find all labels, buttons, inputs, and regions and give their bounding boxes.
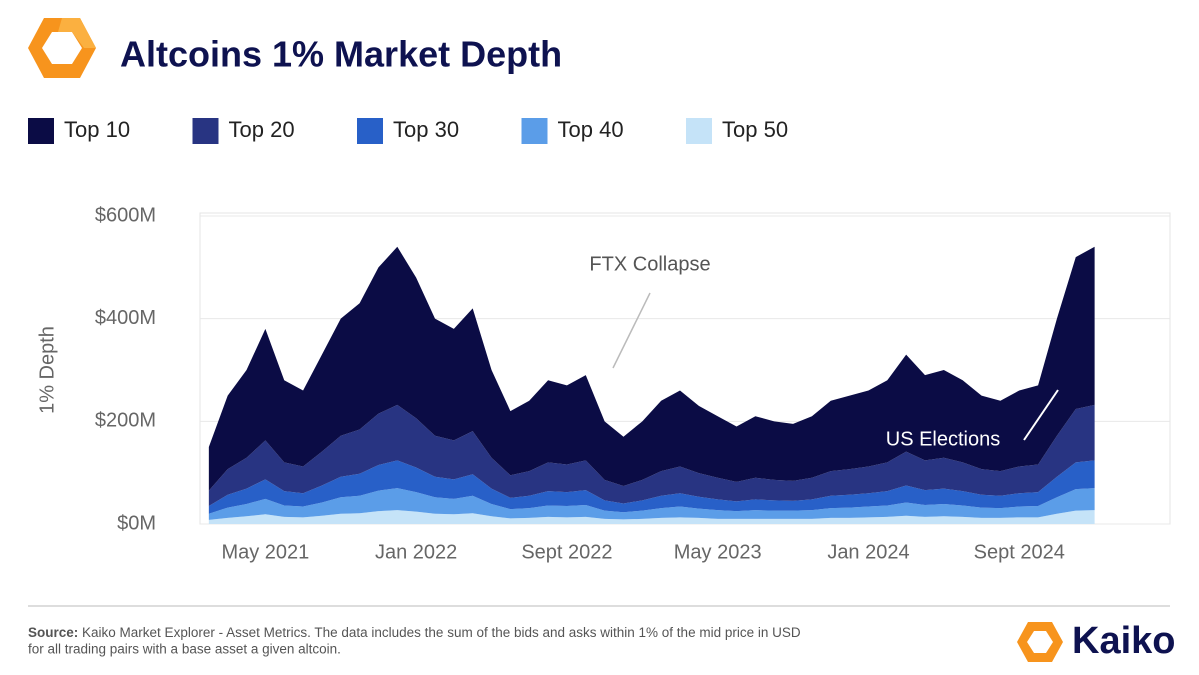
x-tick-label: Jan 2022: [375, 541, 457, 563]
area: [208, 460, 1095, 514]
x-tick-label: Sept 2022: [521, 541, 612, 563]
y-tick-label: $600M: [95, 204, 156, 226]
x-tick-label: May 2021: [221, 541, 309, 563]
x-tick-label: May 2023: [674, 541, 762, 563]
area: [208, 488, 1095, 520]
chart-title: Altcoins 1% Market Depth: [120, 34, 562, 75]
legend-swatch: [357, 118, 383, 144]
y-tick-label: $200M: [95, 410, 156, 432]
logo-icon: [28, 18, 96, 78]
area: [208, 404, 1095, 507]
source-label: Source:: [28, 625, 78, 640]
annotation-leader: [612, 292, 651, 369]
source-text: Source: Kaiko Market Explorer - Asset Me…: [28, 625, 801, 640]
legend-swatch: [521, 118, 548, 144]
legend-swatch: [686, 118, 712, 144]
legend-label: Top 30: [393, 117, 459, 142]
legend-swatch: [28, 118, 54, 144]
source-line: for all trading pairs with a base asset …: [28, 642, 341, 657]
legend-label: Top 50: [722, 117, 788, 142]
brand-icon: [1017, 622, 1063, 662]
y-axis-label: 1% Depth: [36, 326, 58, 414]
y-tick-label: $400M: [95, 307, 156, 329]
x-tick-label: Jan 2024: [827, 541, 909, 563]
annotation: FTX Collapse: [589, 253, 710, 275]
annotation: US Elections: [886, 428, 1001, 450]
legend-label: Top 20: [229, 117, 295, 142]
x-tick-label: Sept 2024: [974, 541, 1065, 563]
annotation-leader: [1023, 389, 1059, 441]
area: [208, 510, 1095, 524]
legend-label: Top 40: [558, 117, 624, 142]
legend-label: Top 10: [64, 117, 130, 142]
brand-name: Kaiko: [1072, 620, 1175, 662]
area: [208, 246, 1095, 491]
y-tick-label: $0M: [117, 512, 156, 534]
legend-swatch: [192, 118, 219, 144]
source-line: Kaiko Market Explorer - Asset Metrics. T…: [82, 625, 801, 640]
